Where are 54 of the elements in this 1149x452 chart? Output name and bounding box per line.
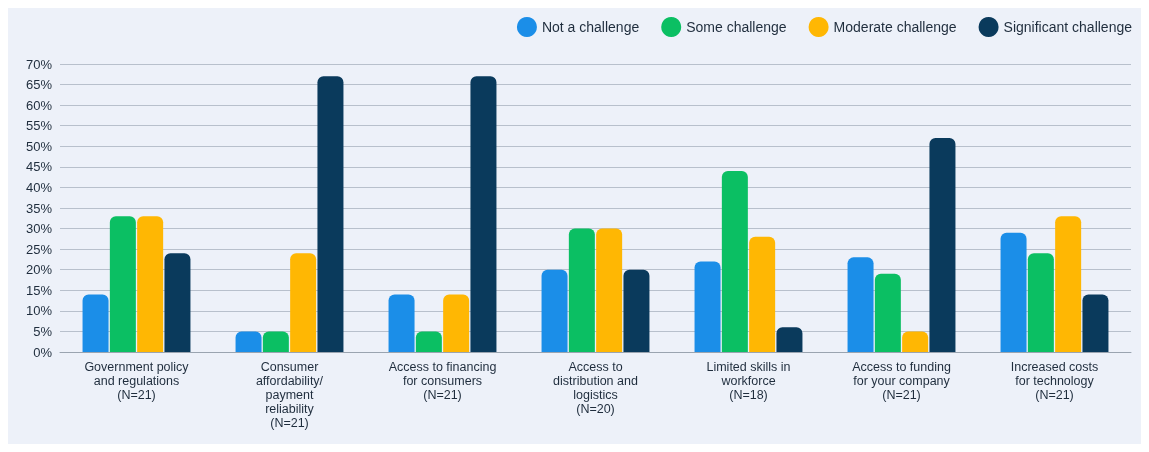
x-tick-label: Increased costs for technology (N=21) bbox=[1010, 360, 1099, 402]
bar bbox=[1000, 232, 1027, 352]
x-tick-label: Consumer affordability/ payment reliability (N=21) bbox=[255, 360, 324, 430]
bar bbox=[874, 273, 901, 352]
y-tick-label: 60% bbox=[25, 97, 53, 113]
legend-label: Significant challenge bbox=[1003, 19, 1133, 35]
y-tick-label: 0% bbox=[33, 344, 53, 360]
legend-label: Moderate challenge bbox=[833, 19, 957, 35]
legend-label: Not a challenge bbox=[541, 19, 640, 35]
bar bbox=[290, 253, 317, 352]
x-tick-label: Access to funding for your company (N=21) bbox=[852, 360, 951, 402]
bar bbox=[317, 76, 344, 352]
bar bbox=[415, 331, 442, 352]
bar bbox=[443, 294, 470, 352]
y-tick-label: 20% bbox=[25, 262, 53, 278]
bar bbox=[929, 138, 956, 352]
x-tick-label: Access to distribution and logistics (N=20) bbox=[553, 360, 638, 416]
y-tick-label: 15% bbox=[25, 282, 53, 298]
bar bbox=[470, 76, 497, 352]
bar bbox=[623, 269, 650, 352]
bar bbox=[109, 216, 136, 352]
bar bbox=[847, 257, 874, 352]
bar bbox=[1027, 253, 1054, 352]
x-tick-label: Government policy and regulations (N=21) bbox=[84, 360, 190, 402]
bar bbox=[164, 253, 191, 352]
y-tick-label: 70% bbox=[25, 56, 53, 72]
y-tick-label: 5% bbox=[33, 323, 53, 339]
bar bbox=[1082, 294, 1109, 352]
legend-label: Some challenge bbox=[686, 19, 787, 35]
y-tick-label: 55% bbox=[25, 118, 53, 134]
bar bbox=[235, 331, 262, 352]
y-tick-label: 25% bbox=[25, 241, 53, 257]
bar bbox=[541, 269, 568, 352]
bar bbox=[568, 228, 595, 352]
bar bbox=[694, 261, 721, 352]
y-tick-label: 50% bbox=[25, 138, 53, 154]
bar bbox=[82, 294, 109, 352]
bar bbox=[1055, 216, 1082, 352]
bar bbox=[749, 236, 776, 352]
y-tick-label: 65% bbox=[25, 77, 53, 93]
bar bbox=[776, 327, 803, 352]
bar bbox=[388, 294, 415, 352]
x-tick-label: Limited skills in workforce (N=18) bbox=[706, 360, 791, 402]
bar bbox=[137, 216, 164, 352]
y-tick-label: 40% bbox=[25, 179, 53, 195]
y-tick-label: 45% bbox=[25, 159, 53, 175]
x-tick-label: Access to financing for consumers (N=21) bbox=[388, 360, 497, 402]
y-tick-label: 30% bbox=[25, 221, 53, 237]
bar bbox=[596, 228, 623, 352]
bar bbox=[902, 331, 929, 352]
bar bbox=[262, 331, 289, 352]
y-tick-label: 10% bbox=[25, 303, 53, 319]
y-tick-label: 35% bbox=[25, 200, 53, 216]
bar bbox=[721, 170, 748, 352]
